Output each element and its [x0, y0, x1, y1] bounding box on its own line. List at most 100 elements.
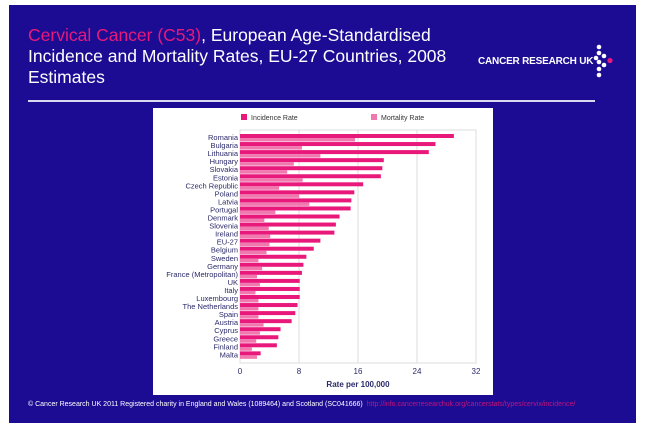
legend-label: Incidence Rate	[251, 115, 298, 122]
footer-copyright: © Cancer Research UK 2011 Registered cha…	[28, 401, 363, 408]
bar-incidence	[240, 166, 383, 171]
bar-mortality	[240, 242, 270, 247]
category-label: Slovenia	[209, 222, 239, 231]
bar-incidence	[240, 198, 352, 203]
category-label: Romania	[208, 133, 239, 142]
bar-mortality	[240, 258, 259, 263]
bar-mortality	[240, 170, 288, 174]
bar-incidence	[240, 335, 279, 340]
title-rest: , European Age-Standardised Incidence an…	[28, 25, 447, 87]
category-label: Austria	[215, 318, 239, 327]
bar-incidence	[240, 295, 300, 299]
category-label: Czech Republic	[185, 181, 238, 190]
x-tick-label: 0	[238, 367, 243, 376]
bar-mortality	[240, 186, 280, 190]
bar-incidence	[240, 278, 300, 283]
category-label: Italy	[224, 286, 238, 295]
category-label: France (Metropolitan)	[166, 270, 238, 279]
bar-incidence	[240, 150, 429, 155]
bar-mortality	[240, 331, 260, 335]
category-label: Germany	[207, 262, 238, 271]
category-label: Lithuania	[208, 149, 239, 158]
bar-incidence	[240, 182, 364, 187]
category-label: Poland	[215, 189, 238, 198]
bar-incidence	[240, 246, 314, 251]
bar-incidence	[240, 230, 335, 235]
logo: CANCER RESEARCH UK	[478, 44, 615, 78]
bar-incidence	[240, 190, 355, 195]
bar-incidence	[240, 134, 454, 138]
x-axis-label: Rate per 100,000	[326, 380, 390, 389]
category-label: EU-27	[217, 238, 238, 247]
x-tick-label: 24	[413, 367, 422, 376]
category-label: Bulgaria	[210, 141, 238, 150]
legend-swatch	[241, 114, 247, 120]
title-highlight: Cervical Cancer (C53)	[28, 25, 202, 45]
legend-swatch	[371, 114, 377, 120]
bar-mortality	[240, 323, 264, 327]
bar-mortality	[240, 274, 257, 279]
bar-mortality	[240, 347, 252, 351]
category-label: UK	[228, 278, 238, 287]
slide-title: Cervical Cancer (C53), European Age-Stan…	[28, 25, 448, 88]
legend-label: Mortality Rate	[381, 115, 424, 122]
bar-mortality	[240, 178, 303, 182]
bar-incidence	[240, 303, 298, 308]
title-divider	[28, 100, 595, 102]
bar-mortality	[240, 194, 299, 198]
category-label: Greece	[213, 334, 238, 343]
category-label: Sweden	[211, 254, 238, 263]
bar-mortality	[240, 355, 257, 359]
category-label: Malta	[220, 350, 239, 359]
bar-incidence	[240, 351, 261, 356]
bar-mortality	[240, 339, 257, 343]
source-link[interactable]: http://info.cancerresearchuk.org/cancers…	[366, 401, 576, 408]
category-label: Spain	[219, 310, 238, 319]
bar-mortality	[240, 202, 310, 206]
bar-mortality	[240, 210, 276, 214]
bar-mortality	[240, 250, 267, 255]
bar-mortality	[240, 266, 263, 271]
bar-mortality	[240, 226, 269, 231]
bar-chart: 0 8 16 24 32 Rate per 100,000 Incidence Rate Mo…	[166, 114, 481, 389]
bar-incidence	[240, 142, 436, 147]
bar-mortality	[240, 218, 265, 222]
bar-incidence	[240, 319, 292, 324]
bar-mortality	[240, 282, 260, 287]
bar-mortality	[240, 290, 256, 295]
bar-incidence	[240, 286, 300, 291]
category-label: Estonia	[213, 173, 239, 182]
category-label: The Netherlands	[183, 302, 239, 311]
bar-mortality	[240, 138, 356, 142]
bar-incidence	[240, 238, 321, 243]
bar-mortality	[240, 234, 271, 239]
bar-mortality	[240, 307, 259, 311]
bar-incidence	[240, 262, 304, 267]
category-label: Latvia	[218, 197, 239, 206]
logo-text: CANCER RESEARCH UK	[478, 55, 594, 67]
bar-incidence	[240, 343, 277, 348]
category-label: Finland	[213, 342, 238, 351]
x-tick-label: 8	[297, 367, 302, 376]
x-tick-label: 16	[354, 367, 363, 376]
bar-incidence	[240, 158, 384, 163]
bar-incidence	[240, 311, 296, 316]
bar-incidence	[240, 270, 302, 275]
bar-mortality	[240, 162, 294, 166]
category-label: Belgium	[211, 246, 238, 255]
category-label: Denmark	[208, 214, 239, 223]
bar-incidence	[240, 222, 336, 227]
bar-mortality	[240, 146, 302, 150]
bar-mortality	[240, 315, 259, 319]
footer: © Cancer Research UK 2011 Registered cha…	[28, 401, 575, 408]
bar-incidence	[240, 174, 381, 179]
bar-incidence	[240, 214, 340, 219]
bar-mortality	[240, 154, 321, 158]
bar-mortality	[240, 299, 259, 303]
category-label: Cyprus	[214, 326, 238, 335]
category-label: Ireland	[215, 230, 238, 239]
category-label: Slovakia	[210, 165, 239, 174]
category-label: Portugal	[210, 205, 238, 214]
logo-dots-icon	[593, 44, 613, 78]
bar-incidence	[240, 327, 281, 332]
